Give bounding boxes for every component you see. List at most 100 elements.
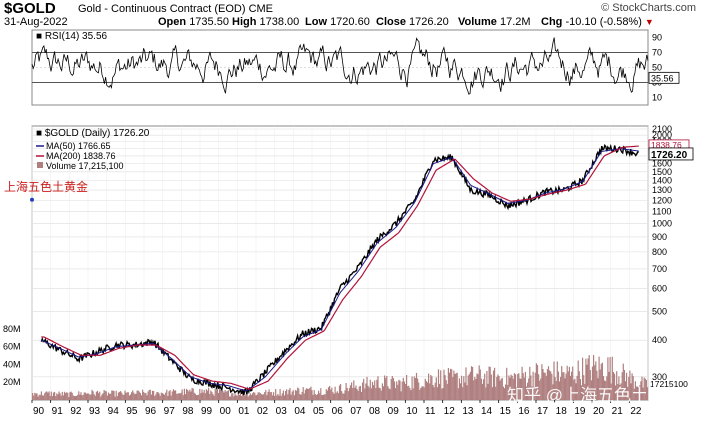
- volume-bar: [578, 371, 580, 400]
- volume-bar: [236, 395, 238, 400]
- volume-bar: [575, 383, 577, 400]
- volume-bar: [324, 394, 326, 400]
- volume-bar: [307, 388, 309, 400]
- volume-bar: [628, 376, 630, 400]
- volume-bar: [612, 372, 614, 400]
- x-tick-label: 00: [220, 406, 232, 417]
- price-legend: ■ $GOLD (Daily) 1726.20: [36, 128, 150, 139]
- volume-bar: [59, 393, 61, 400]
- volume-bar: [280, 395, 282, 400]
- volume-tick-label: 40M: [3, 359, 21, 369]
- volume-bar: [162, 393, 165, 400]
- x-tick-label: 10: [406, 406, 418, 417]
- x-tick-label: 91: [52, 406, 64, 417]
- volume-bar: [441, 388, 443, 400]
- volume-bar: [393, 381, 396, 400]
- volume-bar: [320, 388, 322, 400]
- volume-bar: [638, 387, 640, 400]
- volume-bar: [508, 375, 510, 400]
- volume-bar: [285, 391, 287, 400]
- volume-bar: [468, 374, 470, 400]
- volume-bar: [169, 390, 171, 400]
- last-price-label: 1726.20: [651, 150, 688, 161]
- volume-bar: [47, 392, 49, 400]
- x-tick-label: 98: [182, 406, 194, 417]
- volume-bar: [403, 381, 405, 400]
- volume-bar: [529, 366, 531, 400]
- volume-bar: [87, 393, 89, 400]
- volume-bar: [266, 395, 268, 400]
- volume-bar: [479, 369, 481, 400]
- volume-bar: [270, 392, 272, 400]
- volume-bar: [585, 358, 587, 400]
- volume-bar: [160, 392, 162, 400]
- volume-bar: [136, 390, 138, 400]
- volume-bar: [352, 388, 354, 400]
- x-tick-label: 04: [294, 406, 306, 417]
- volume-bar: [602, 376, 605, 400]
- volume-bar: [480, 378, 482, 400]
- volume-bar: [353, 380, 355, 400]
- volume-bar: [511, 375, 513, 400]
- volume-bar: [551, 373, 553, 400]
- volume-bar: [104, 390, 106, 400]
- volume-value-label: 17215100: [650, 379, 688, 389]
- volume-bar: [140, 395, 143, 400]
- volume-bar: [497, 374, 499, 400]
- volume-bar: [72, 395, 74, 400]
- volume-bar: [597, 378, 599, 400]
- volume-bar: [168, 391, 170, 400]
- volume-bar: [475, 379, 477, 400]
- volume-bar: [490, 374, 492, 400]
- x-tick-label: 95: [126, 406, 138, 417]
- volume-bar: [214, 388, 216, 400]
- x-tick-label: 92: [70, 406, 82, 417]
- volume-bar: [503, 388, 506, 400]
- volume-bar: [79, 394, 81, 400]
- volume-bar: [389, 389, 391, 400]
- x-tick-label: 21: [612, 406, 624, 417]
- volume-bar: [223, 392, 225, 400]
- volume-bar: [642, 387, 644, 400]
- volume-bar: [188, 391, 190, 400]
- volume-bar: [157, 392, 159, 400]
- volume-bar: [43, 395, 45, 400]
- volume-bar: [197, 395, 199, 400]
- volume-bar: [356, 389, 358, 400]
- volume-bar: [90, 394, 92, 400]
- rsi-tick-label: 70: [652, 48, 662, 58]
- volume-bar: [342, 393, 344, 400]
- volume-bar: [113, 390, 115, 400]
- price-frame: [31, 125, 649, 401]
- volume-bar: [536, 365, 539, 400]
- volume-bar: [596, 370, 598, 400]
- volume-bar: [488, 366, 490, 400]
- volume-bar: [291, 391, 293, 400]
- volume-bar: [487, 383, 489, 400]
- copyright-link[interactable]: © StockCharts.com: [601, 2, 696, 14]
- volume-bar: [543, 372, 545, 400]
- volume-bar: [589, 370, 591, 400]
- volume-bar: [445, 380, 447, 400]
- volume-bar: [67, 392, 69, 400]
- open-quote: Open 1735.50: [158, 16, 229, 28]
- volume-bar: [151, 390, 154, 400]
- volume-bar: [139, 393, 141, 400]
- volume-bar: [540, 378, 542, 400]
- volume-bar: [462, 387, 464, 400]
- volume-bar: [406, 375, 408, 400]
- volume-bar: [269, 392, 271, 400]
- volume-bar: [533, 386, 535, 400]
- volume-bar: [463, 376, 465, 400]
- volume-bar: [314, 394, 316, 400]
- volume-bar: [534, 372, 536, 400]
- volume-bar: [432, 385, 434, 400]
- volume-bar: [228, 396, 231, 400]
- volume-bar: [491, 387, 493, 400]
- volume-bar: [632, 376, 634, 400]
- volume-bar: [579, 379, 581, 400]
- volume-bar: [359, 385, 361, 400]
- volume-bar: [112, 390, 114, 400]
- chart-date: 31-Aug-2022: [4, 16, 68, 28]
